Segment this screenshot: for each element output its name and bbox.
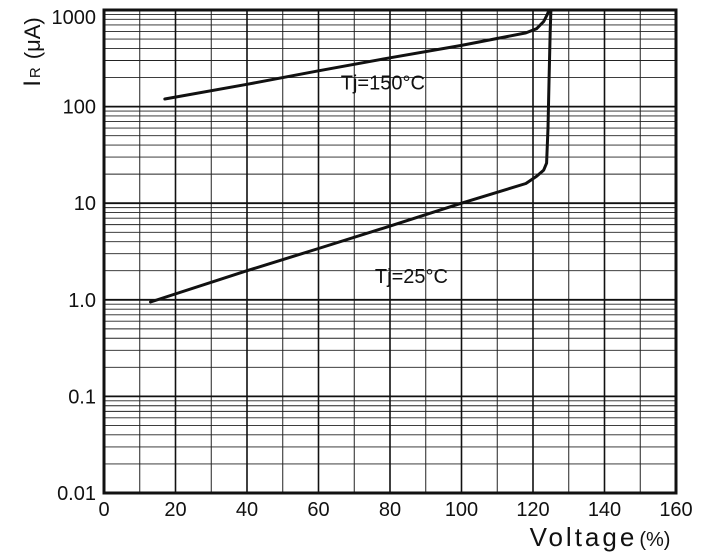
y-tick-label: 0.01: [57, 483, 96, 505]
annotation-layer: Tj=150°C Tj=25°C: [341, 73, 448, 288]
y-axis-title: IR (μA): [19, 17, 46, 87]
x-axis-unit: (%): [639, 529, 670, 551]
x-axis-title: Voltage (%): [530, 522, 671, 552]
y-tick-label: 100: [63, 97, 96, 119]
x-axis-label: Voltage: [530, 522, 638, 552]
y-axis-unit: (μA): [20, 17, 45, 59]
series-annotation: Tj=25°C: [375, 266, 448, 288]
y-tick-label: 1.0: [68, 290, 96, 312]
series-annotation: Tj=150°C: [341, 73, 425, 95]
x-tick-label: 40: [236, 499, 258, 521]
y-tick-label: 10: [74, 193, 96, 215]
y-tick-label: 1000: [52, 7, 97, 29]
x-tick-label: 0: [98, 499, 109, 521]
y-tick-label: 0.1: [68, 386, 96, 408]
x-tick-label: 160: [659, 499, 692, 521]
x-tick-label: 80: [379, 499, 401, 521]
y-axis-label: I: [19, 80, 46, 87]
x-tick-labels: 0 20 40 60 80 100 120 140 160: [98, 499, 692, 521]
x-tick-label: 140: [588, 499, 621, 521]
x-tick-label: 120: [516, 499, 549, 521]
series-line-2: [149, 8, 553, 304]
x-tick-label: 60: [307, 499, 329, 521]
y-axis-label-subscript: R: [27, 67, 44, 78]
plot-frame: [102, 8, 678, 495]
x-tick-label: 100: [445, 499, 478, 521]
series-line-1: [163, 8, 552, 101]
x-tick-label: 20: [164, 499, 186, 521]
y-tick-labels: 0.01 0.1 1.0 10 100 1000: [52, 7, 97, 505]
series-layer: [149, 8, 553, 304]
